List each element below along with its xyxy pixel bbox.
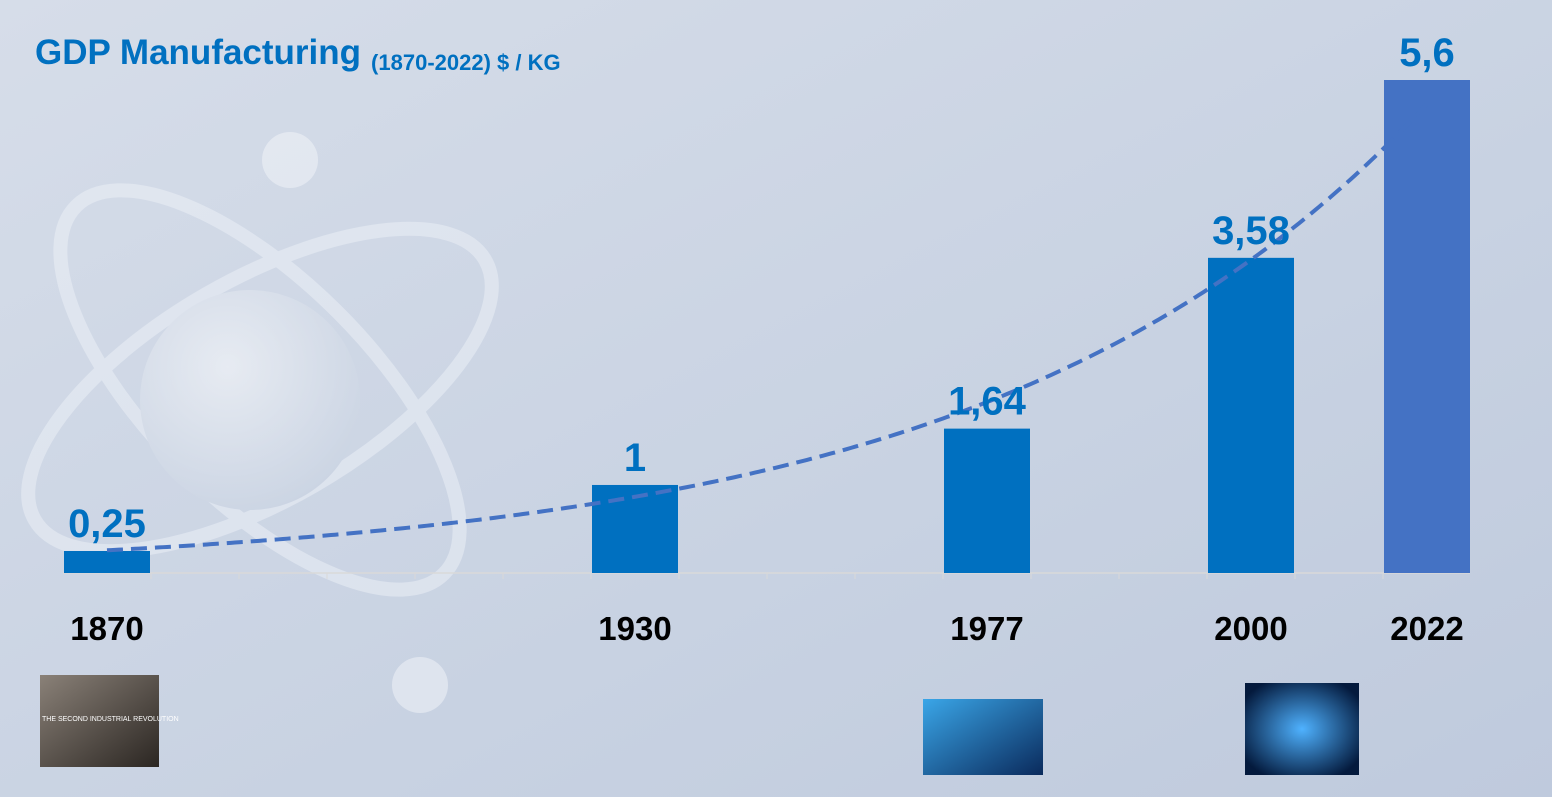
chart-subtitle: (1870-2022) $ / KG xyxy=(371,50,561,75)
x-tick-label: 2022 xyxy=(1390,610,1463,647)
x-tick-label: 2000 xyxy=(1214,610,1287,647)
image-caption: THE SECOND INDUSTRIAL REVOLUTION xyxy=(42,716,179,723)
value-label: 5,6 xyxy=(1399,31,1455,75)
image-1977 xyxy=(923,699,1043,775)
bar xyxy=(64,550,150,573)
bar xyxy=(1384,80,1470,573)
image-2000 xyxy=(1245,683,1359,775)
x-tick-label: 1977 xyxy=(950,610,1023,647)
value-label: 3,58 xyxy=(1212,209,1290,253)
value-label: 1 xyxy=(624,436,646,480)
value-label: 0,25 xyxy=(68,502,146,546)
bar xyxy=(944,428,1030,573)
image-1870 xyxy=(40,675,159,767)
chart-title: GDP Manufacturing xyxy=(35,33,361,72)
bar xyxy=(1208,257,1294,573)
trendline xyxy=(106,102,1429,553)
x-tick-label: 1930 xyxy=(598,610,671,647)
bar xyxy=(592,484,678,573)
atom-decoration xyxy=(21,132,499,713)
x-tick-label: 1870 xyxy=(70,610,143,647)
value-label: 1,64 xyxy=(948,380,1027,424)
